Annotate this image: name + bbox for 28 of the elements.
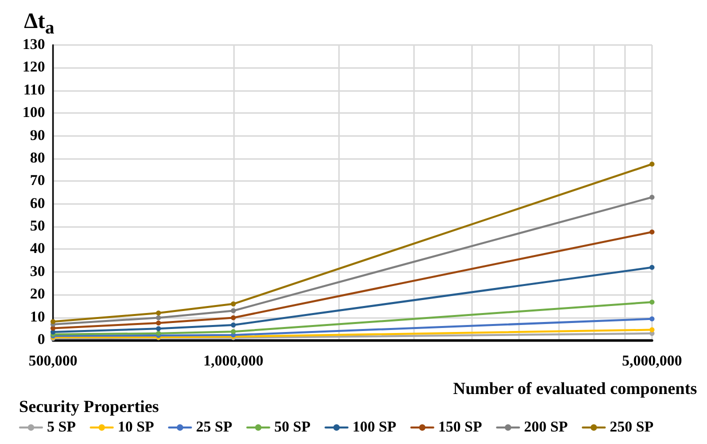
y-tick-label: 70 xyxy=(30,173,45,190)
legend-label: 5 SP xyxy=(47,420,76,436)
x-tick-label: 5,000,000 xyxy=(622,354,682,370)
y-axis-title: Δt$_{a}$ xyxy=(24,8,54,38)
y-tick-label: 0 xyxy=(38,332,45,348)
y-tick-label: 10 xyxy=(30,309,45,326)
legend-label: 25 SP xyxy=(196,420,232,436)
y-tick-label: 130 xyxy=(22,37,45,53)
y-tick-label: 40 xyxy=(30,241,45,258)
legend-label: 10 SP xyxy=(118,420,154,436)
legend-title: Security Properties xyxy=(19,397,160,416)
y-tick-label: 20 xyxy=(30,286,45,303)
y-tick-label: 60 xyxy=(30,196,45,212)
legend-label: 250 SP xyxy=(610,420,654,436)
y-tick-label: 30 xyxy=(30,264,45,280)
y-tick-label: 100 xyxy=(22,105,45,122)
y-tick-label: 120 xyxy=(22,60,45,76)
legend-label: 150 SP xyxy=(438,420,482,436)
x-tick-label: 1,000,000 xyxy=(203,354,264,370)
x-axis-title: Number of evaluated components xyxy=(453,379,698,398)
x-tick-label: 500,000 xyxy=(28,354,78,370)
y-tick-label: 80 xyxy=(30,150,45,166)
legend-label: 200 SP xyxy=(524,420,568,436)
y-tick-label: 90 xyxy=(30,128,45,144)
legend-label: 50 SP xyxy=(274,420,311,436)
y-tick-label: 110 xyxy=(23,82,45,98)
legend-label: 100 SP xyxy=(352,420,396,436)
y-tick-label: 50 xyxy=(30,218,45,235)
